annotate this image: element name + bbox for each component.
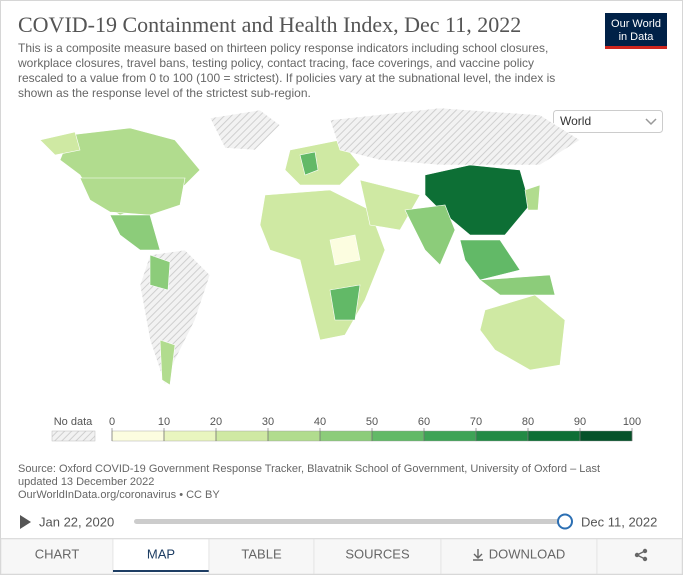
legend-tick-label: 30 [262, 416, 274, 428]
legend-tick-label: 60 [418, 416, 430, 428]
subtitle-line: This is a composite measure based on thi… [18, 41, 548, 55]
tab-label: MAP [147, 546, 175, 561]
source-line: Source: Oxford COVID-19 Government Respo… [18, 463, 600, 475]
download-icon [473, 549, 483, 561]
legend-tick-label: 100 [623, 416, 641, 428]
legend-tick-label: 10 [158, 416, 170, 428]
dropdown-label: World [560, 114, 591, 128]
legend-bin [319, 430, 373, 442]
legend-bin [163, 430, 217, 442]
logo: Our World in Data [605, 13, 667, 49]
tab-label: DOWNLOAD [489, 546, 566, 561]
timeline-start: Jan 22, 2020 [39, 514, 114, 529]
legend-no-data-swatch [51, 430, 96, 442]
share-icon-dot [642, 556, 648, 562]
share-icon-dot [634, 552, 640, 558]
legend-tick-label: 20 [210, 416, 222, 428]
tab-background [313, 538, 442, 575]
timeline-handle[interactable] [557, 513, 573, 530]
timeline: Jan 22, 2020 Dec 11, 2022 [20, 513, 657, 530]
source-line: OurWorldInData.org/coronavirus • CC BY [18, 489, 220, 501]
tab-label: CHART [35, 546, 80, 561]
share-icon-dot [642, 548, 648, 554]
legend-tick-label: 80 [522, 416, 534, 428]
legend-tick-label: 90 [574, 416, 586, 428]
tab-bar: CHART MAP TABLE SOURCES DOWNLOAD [0, 538, 683, 575]
world-map [39, 107, 581, 386]
subtitle-line: shown as the response level of the stric… [18, 86, 311, 100]
legend-bin [475, 430, 529, 442]
tab[interactable]: TABLE [208, 538, 315, 575]
legend-bin [111, 430, 165, 442]
legend-bin [215, 430, 269, 442]
share-button[interactable] [596, 538, 683, 575]
legend-bin [579, 430, 633, 442]
legend-tick-label: 50 [366, 416, 378, 428]
tab[interactable]: MAP [112, 538, 210, 575]
legend-bin [423, 430, 477, 442]
subtitle-line: workplace closures, travel bans, testing… [17, 56, 534, 70]
tab[interactable]: DOWNLOAD [440, 538, 598, 575]
region-dropdown[interactable]: World [553, 110, 663, 133]
subtitle-line: rescaled to a value from 0 to 100 (100 =… [18, 71, 555, 85]
legend-no-data-label: No data [54, 416, 93, 428]
legend-bin [527, 430, 581, 442]
source-line: updated 13 December 2022 [18, 476, 154, 488]
legend-tick-label: 0 [109, 416, 115, 428]
tab-label: SOURCES [345, 546, 410, 561]
tab[interactable]: CHART [0, 538, 114, 575]
source: Source: Oxford COVID-19 Government Respo… [18, 463, 600, 501]
tab[interactable]: SOURCES [313, 538, 442, 575]
tab-label: TABLE [241, 546, 282, 561]
subtitle: This is a composite measure based on thi… [17, 41, 555, 100]
legend-bin [267, 430, 321, 442]
tab-background [0, 538, 114, 575]
play-button[interactable] [20, 515, 31, 529]
logo-text: in Data [619, 31, 655, 43]
timeline-end: Dec 11, 2022 [581, 514, 657, 529]
tab-background [112, 538, 210, 575]
legend-tick-label: 70 [470, 416, 482, 428]
legend-bin [371, 430, 425, 442]
logo-text: Our World [611, 18, 661, 30]
legend: No data 0 10 20 30 40 50 60 70 80 90 100 [51, 416, 641, 442]
timeline-track [134, 519, 566, 524]
title: COVID-19 Containment and Health Index, D… [18, 12, 521, 37]
legend-tick-label: 40 [314, 416, 326, 428]
